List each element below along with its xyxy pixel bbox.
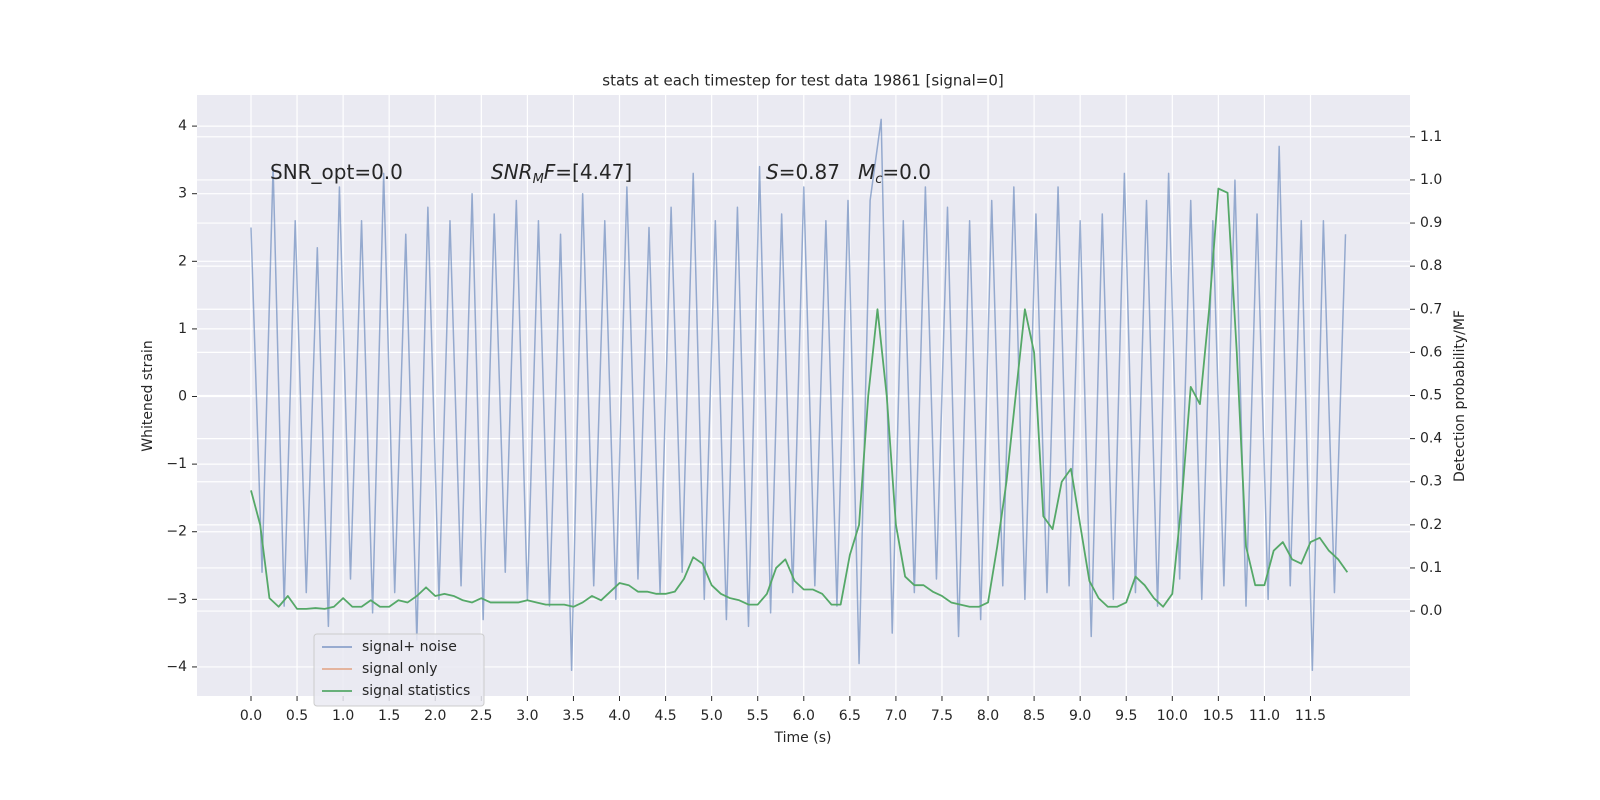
annotation-part: M — [858, 160, 875, 184]
annotation-part: F — [544, 160, 556, 184]
y2-tick-label: 0.6 — [1420, 344, 1442, 360]
y-axis-label: Whitened strain — [140, 340, 156, 451]
legend-label: signal+ noise — [362, 639, 457, 655]
annotation-part: =[4.47] — [555, 160, 632, 184]
annotation-part: M — [533, 172, 544, 187]
x-tick-label: 7.5 — [931, 708, 953, 724]
y2-tick-label: 0.3 — [1420, 474, 1442, 490]
x-tick-label: 9.5 — [1115, 708, 1137, 724]
x-tick-label: 6.5 — [839, 708, 861, 724]
y-tick-label: 3 — [178, 186, 187, 202]
annotation-part: SNR_opt=0.0 — [270, 160, 403, 184]
y2-tick-label: 0.4 — [1420, 431, 1442, 447]
x-tick-label: 0.0 — [240, 708, 262, 724]
y2-tick-label: 0.0 — [1420, 603, 1442, 619]
marks — [250, 118, 1349, 672]
x-tick-label: 11.0 — [1249, 708, 1280, 724]
legend-box — [313, 633, 485, 707]
legend-label: signal statistics — [362, 683, 470, 699]
annotation-part: =0.87 — [779, 160, 840, 184]
x-tick-label: 4.5 — [654, 708, 676, 724]
x-tick-label: 4.0 — [608, 708, 630, 724]
annotation-part: SNR — [491, 160, 533, 184]
y-tick-label: −2 — [166, 524, 187, 540]
annotation: SNR_opt=0.0 — [270, 160, 403, 184]
y2-tick-label: 0.8 — [1420, 258, 1442, 274]
x-tick-label: 5.0 — [701, 708, 723, 724]
y-tick-label: −4 — [166, 659, 187, 675]
x-tick-label: 5.5 — [747, 708, 769, 724]
x-tick-label: 2.5 — [470, 708, 492, 724]
y-tick-label: 4 — [178, 118, 187, 134]
annotation: S=0.87 — [766, 160, 840, 184]
annotation: Mc=0.0 — [858, 160, 931, 187]
series-line — [250, 118, 1347, 672]
legend: signal+ noise signal only signal statistic… — [313, 633, 485, 707]
annotation-part: =0.0 — [882, 160, 931, 184]
ticks: 0.0 0.5 1.0 1.5 2.0 2.5 3.0 3.5 4.0 4.5 5.0 5.5 6.0 6… — [166, 118, 1442, 724]
y-tick-label: −3 — [166, 591, 187, 607]
x-tick-label: 10.5 — [1203, 708, 1234, 724]
x-tick-label: 10.0 — [1157, 708, 1188, 724]
y-tick-label: 1 — [178, 321, 187, 337]
x-tick-label: 2.0 — [424, 708, 446, 724]
y2-tick-label: 1.1 — [1420, 129, 1442, 145]
x-tick-label: 8.0 — [977, 708, 999, 724]
y2-tick-label: 0.5 — [1420, 388, 1442, 404]
series-line — [250, 187, 1349, 610]
y2-tick-label: 0.9 — [1420, 215, 1442, 231]
annotation-part: S — [766, 160, 779, 184]
y2-tick-label: 1.0 — [1420, 172, 1442, 188]
x-tick-label: 1.5 — [378, 708, 400, 724]
y2-tick-label: 0.7 — [1420, 301, 1442, 317]
y-tick-label: −1 — [166, 456, 187, 472]
x-tick-label: 6.0 — [793, 708, 815, 724]
x-tick-label: 1.0 — [332, 708, 354, 724]
x-tick-label: 3.5 — [562, 708, 584, 724]
chart-title: stats at each timestep for test data 198… — [602, 72, 1003, 90]
x-tick-label: 0.5 — [286, 708, 308, 724]
legend-label: signal only — [362, 661, 437, 677]
y2-tick-label: 0.2 — [1420, 517, 1442, 533]
y2-axis-label: Detection probability/MF — [1452, 310, 1468, 482]
y2-tick-label: 0.1 — [1420, 560, 1442, 576]
x-axis-label: Time (s) — [774, 730, 832, 746]
x-tick-label: 7.0 — [885, 708, 907, 724]
x-tick-label: 3.0 — [516, 708, 538, 724]
annotations: SNR_opt=0.0 SNRMF=[4.47] S=0.87 Mc=0.0 — [270, 160, 931, 187]
y-tick-label: 0 — [178, 389, 187, 405]
x-tick-label: 9.0 — [1069, 708, 1091, 724]
x-tick-label: 8.5 — [1023, 708, 1045, 724]
x-tick-label: 11.5 — [1295, 708, 1326, 724]
annotation: SNRMF=[4.47] — [491, 160, 632, 187]
annotation-part: c — [875, 172, 882, 187]
y-tick-label: 2 — [178, 253, 187, 269]
